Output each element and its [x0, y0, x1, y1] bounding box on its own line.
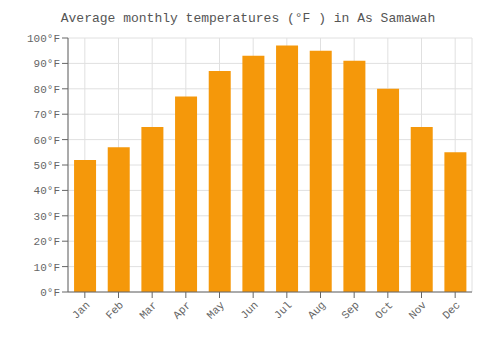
svg-text:Nov: Nov	[407, 299, 430, 322]
svg-text:Jan: Jan	[70, 299, 92, 321]
svg-text:May: May	[205, 299, 228, 322]
svg-text:Mar: Mar	[137, 299, 159, 321]
svg-text:Jun: Jun	[238, 299, 260, 321]
svg-text:100°F: 100°F	[27, 33, 60, 45]
svg-text:70°F: 70°F	[34, 109, 60, 121]
svg-text:20°F: 20°F	[34, 236, 60, 248]
svg-text:Apr: Apr	[171, 299, 193, 321]
svg-text:0°F: 0°F	[40, 287, 60, 299]
html-text:Average monthly temperatures (: Average monthly temperatures (°F ) in As…	[60, 11, 436, 26]
svg-text:Dec: Dec	[440, 299, 462, 321]
svg-text:Sep: Sep	[339, 299, 361, 321]
svg-text:Feb: Feb	[104, 299, 126, 321]
svg-text:50°F: 50°F	[34, 160, 60, 172]
svg-text:Aug: Aug	[306, 299, 328, 321]
svg-text:30°F: 30°F	[34, 211, 60, 223]
svg-text:Jul: Jul	[272, 299, 294, 321]
svg-text:40°F: 40°F	[34, 185, 60, 197]
svg-text:10°F: 10°F	[34, 262, 60, 274]
svg-text:80°F: 80°F	[34, 84, 60, 96]
svg-text:Oct: Oct	[373, 299, 395, 321]
svg-text:90°F: 90°F	[34, 58, 60, 70]
svg-text:60°F: 60°F	[34, 135, 60, 147]
